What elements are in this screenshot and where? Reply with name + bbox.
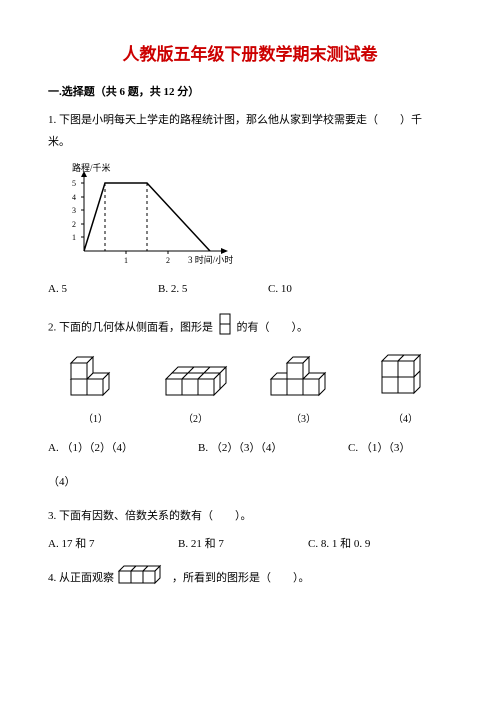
q2-shapes: （1） （2）	[48, 353, 452, 425]
q2-opt-a: A. （1）（2）（4）	[48, 439, 198, 455]
xtick-2: 2	[166, 256, 170, 265]
question-4: 4. 从正面观察 ，所看到的图形是（ ）。	[48, 563, 452, 590]
ytick-4: 4	[72, 193, 76, 202]
q2-text-a: 2. 下面的几何体从侧面看，图形是	[48, 322, 213, 334]
q2-label-3: （3）	[267, 410, 341, 425]
q1-chart: 路程/千米 5 4 3 2 1 1 2 3 时间/小时	[58, 161, 452, 269]
q2-label-1: （1）	[67, 410, 125, 425]
q4-text-b: ，所看到的图形是（ ）。	[172, 569, 310, 585]
q2-label-4: （4）	[378, 410, 434, 425]
q4-text-a: 4. 从正面观察	[48, 569, 114, 585]
ytick-2: 2	[72, 220, 76, 229]
page-title: 人教版五年级下册数学期末测试卷	[48, 40, 452, 65]
q2-opt-d: （4）	[48, 473, 452, 489]
q1-text-b: ）千	[400, 114, 422, 126]
q1-text-c: 米。	[48, 136, 70, 148]
q3-options: A. 17 和 7 B. 21 和 7 C. 8. 1 和 0. 9	[48, 535, 452, 551]
chart-xlabel: 3 时间/小时	[188, 254, 233, 265]
q2-shape-2: （2）	[162, 361, 230, 425]
xtick-1: 1	[124, 256, 128, 265]
q3-opt-b: B. 21 和 7	[178, 535, 308, 551]
q1-text-a: 1. 下图是小明每天上学走的路程统计图，那么他从家到学校需要走（	[48, 114, 378, 126]
q2-text-b: 的有（	[237, 322, 270, 334]
ytick-5: 5	[72, 179, 76, 188]
q2-opt-b: B. （2）（3）（4）	[198, 439, 348, 455]
q2-shape-1: （1）	[67, 353, 125, 425]
q2-inline-shape-icon	[219, 313, 231, 343]
question-2: 2. 下面的几何体从侧面看，图形是 的有（ ）。	[48, 313, 452, 343]
q3-opt-a: A. 17 和 7	[48, 535, 178, 551]
q1-options: A. 5 B. 2. 5 C. 10	[48, 283, 452, 295]
ytick-3: 3	[72, 206, 76, 215]
ytick-1: 1	[72, 233, 76, 242]
q2-text-c: ）。	[292, 322, 309, 334]
q2-shape-3: （3）	[267, 355, 341, 425]
q1-opt-c: C. 10	[268, 283, 292, 295]
question-1: 1. 下图是小明每天上学走的路程统计图，那么他从家到学校需要走（ ）千 米。	[48, 109, 452, 153]
q2-opt-c: C. （1）（3）	[348, 439, 410, 455]
q1-opt-b: B. 2. 5	[158, 283, 268, 295]
chart-ylabel: 路程/千米	[72, 162, 111, 173]
q2-options: A. （1）（2）（4） B. （2）（3）（4） C. （1）（3）	[48, 439, 452, 455]
q2-label-2: （2）	[162, 410, 230, 425]
q1-opt-a: A. 5	[48, 283, 158, 295]
q2-shape-4: （4）	[378, 353, 434, 425]
section-1-header: 一.选择题（共 6 题，共 12 分）	[48, 83, 452, 99]
q4-shape-icon	[117, 563, 169, 590]
question-3: 3. 下面有因数、倍数关系的数有（ ）。	[48, 505, 452, 527]
q3-opt-c: C. 8. 1 和 0. 9	[308, 535, 370, 551]
